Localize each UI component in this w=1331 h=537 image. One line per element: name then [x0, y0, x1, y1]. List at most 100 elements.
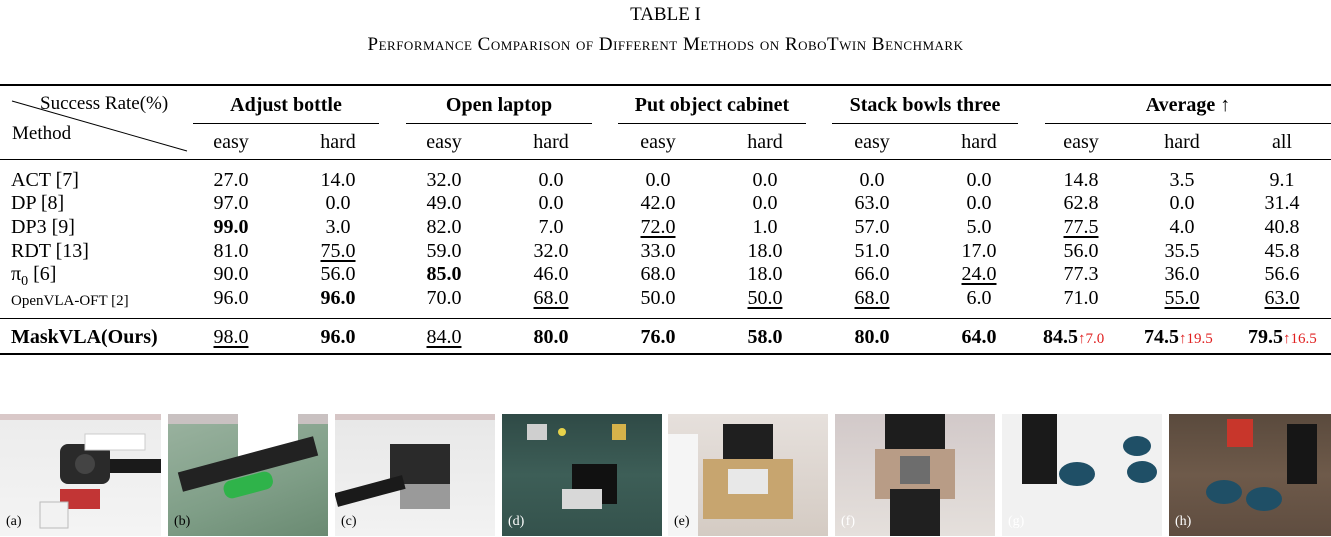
group-underline-3: [618, 123, 806, 124]
header-rule: [0, 159, 1331, 160]
table-cell: 59.0: [426, 240, 462, 262]
table-cell: 66.0: [854, 263, 890, 285]
table-cell: 1.0: [752, 216, 778, 238]
ours-cell: 58.0: [747, 326, 783, 348]
panel-label-h: (h): [1175, 514, 1192, 529]
panel-b: (b): [168, 414, 328, 536]
ours-cell: 98.0: [213, 326, 249, 348]
method-name-ours: MaskVLA(Ours): [11, 326, 158, 348]
drawer-image: [668, 424, 793, 536]
table-cell: 63.0: [854, 192, 890, 214]
table-cell: 77.3: [1063, 263, 1099, 285]
table-cell: 3.0: [325, 216, 351, 238]
ours-cell: 74.5↑19.5: [1144, 325, 1239, 351]
table-number: TABLE I: [630, 4, 701, 25]
table-cell: 57.0: [854, 216, 890, 238]
ours-cell: 84.5↑7.0: [1043, 325, 1138, 351]
table-cell: 17.0: [961, 240, 997, 262]
method-name: DP3 [9]: [11, 216, 75, 238]
group-header-open-laptop: Open laptop: [445, 94, 553, 116]
table-cell: 45.8: [1264, 240, 1300, 262]
improvement-delta: ↑7.0: [1078, 331, 1105, 347]
table-cell: 18.0: [747, 240, 783, 262]
robot-arm-image: [39, 433, 161, 529]
ours-cell: 96.0: [320, 326, 356, 348]
table-cell: 32.0: [533, 240, 569, 262]
bowls-image: [1022, 414, 1157, 486]
table-cell: 62.8: [1063, 192, 1099, 214]
table-cell: 7.0: [538, 216, 564, 238]
table-cell: 90.0: [213, 263, 249, 285]
table-cell: 50.0: [640, 287, 676, 309]
panel-d: (d): [502, 414, 662, 536]
improvement-delta: ↑19.5: [1179, 331, 1213, 347]
table-cell: 0.0: [752, 169, 778, 191]
method-name: DP [8]: [11, 192, 65, 214]
table-cell: 5.0: [966, 216, 992, 238]
group-header-stack-bowls-three: Stack bowls three: [849, 94, 1001, 116]
subheader-0: easy: [213, 131, 249, 153]
panel-h: (h): [1169, 414, 1331, 536]
ours-cell: 84.0: [426, 326, 462, 348]
table-cell: 0.0: [859, 169, 885, 191]
subheader-9: hard: [1164, 131, 1200, 153]
method-name: ACT [7]: [11, 169, 79, 191]
table-cell: 36.0: [1164, 263, 1200, 285]
method-name: π0 [6]: [11, 263, 57, 289]
table-cell: 72.0: [640, 216, 676, 238]
table-cell: 0.0: [538, 192, 564, 214]
top-rule: [0, 84, 1331, 86]
table-cell: 6.0: [966, 287, 992, 309]
subheader-1: hard: [320, 131, 356, 153]
panel-label-d: (d): [508, 514, 525, 529]
group-header-adjust-bottle: Adjust bottle: [230, 94, 342, 116]
success-rate-label: Success Rate(%): [40, 93, 169, 114]
ours-cell: 64.0: [961, 326, 997, 348]
table-cell: 82.0: [426, 216, 462, 238]
panel-label-e: (e): [674, 514, 690, 529]
table-cell: 70.0: [426, 287, 462, 309]
drawer-top-image: [875, 414, 955, 536]
subheader-7: hard: [961, 131, 997, 153]
panel-label-b: (b): [174, 514, 191, 529]
method-name: RDT [13]: [11, 240, 89, 262]
table-cell: 96.0: [213, 287, 249, 309]
table-cell: 3.5: [1169, 169, 1195, 191]
mid-rule: [0, 318, 1331, 319]
ours-cell: 76.0: [640, 326, 676, 348]
table-cell: 56.0: [320, 263, 356, 285]
table-cell: 32.0: [426, 169, 462, 191]
table-cell: 24.0: [961, 263, 997, 285]
table-cell: 68.0: [640, 263, 676, 285]
table-subtitle: Performance Comparison of Different Meth…: [367, 34, 964, 55]
group-underline-5: [1045, 123, 1331, 124]
table-cell: 27.0: [213, 169, 249, 191]
table-cell: 96.0: [320, 287, 356, 309]
ours-average-value: 74.5: [1144, 326, 1179, 348]
table-cell: 56.0: [1063, 240, 1099, 262]
subheader-10: all: [1272, 131, 1292, 153]
table-cell: 71.0: [1063, 287, 1099, 309]
table-cell: 68.0: [533, 287, 569, 309]
ours-cell: 80.0: [854, 326, 890, 348]
method-label: Method: [12, 123, 72, 144]
laptop-image: [335, 444, 450, 509]
panel-g: (g): [1002, 414, 1162, 536]
table-cell: 14.0: [320, 169, 356, 191]
ours-cell: 79.5↑16.5: [1248, 325, 1331, 351]
table-cell: 46.0: [533, 263, 569, 285]
group-underline-1: [193, 123, 379, 124]
subheader-6: easy: [854, 131, 890, 153]
panel-label-a: (a): [6, 514, 22, 529]
improvement-delta: ↑16.5: [1283, 331, 1317, 347]
table-cell: 97.0: [213, 192, 249, 214]
table-cell: 56.6: [1264, 263, 1300, 285]
table-cell: 49.0: [426, 192, 462, 214]
subheader-4: easy: [640, 131, 676, 153]
table-cell: 40.8: [1264, 216, 1300, 238]
table-cell: 18.0: [747, 263, 783, 285]
table-cell: 63.0: [1264, 287, 1300, 309]
table-cell: 0.0: [752, 192, 778, 214]
subheader-2: easy: [426, 131, 462, 153]
panel-label-c: (c): [341, 514, 357, 529]
